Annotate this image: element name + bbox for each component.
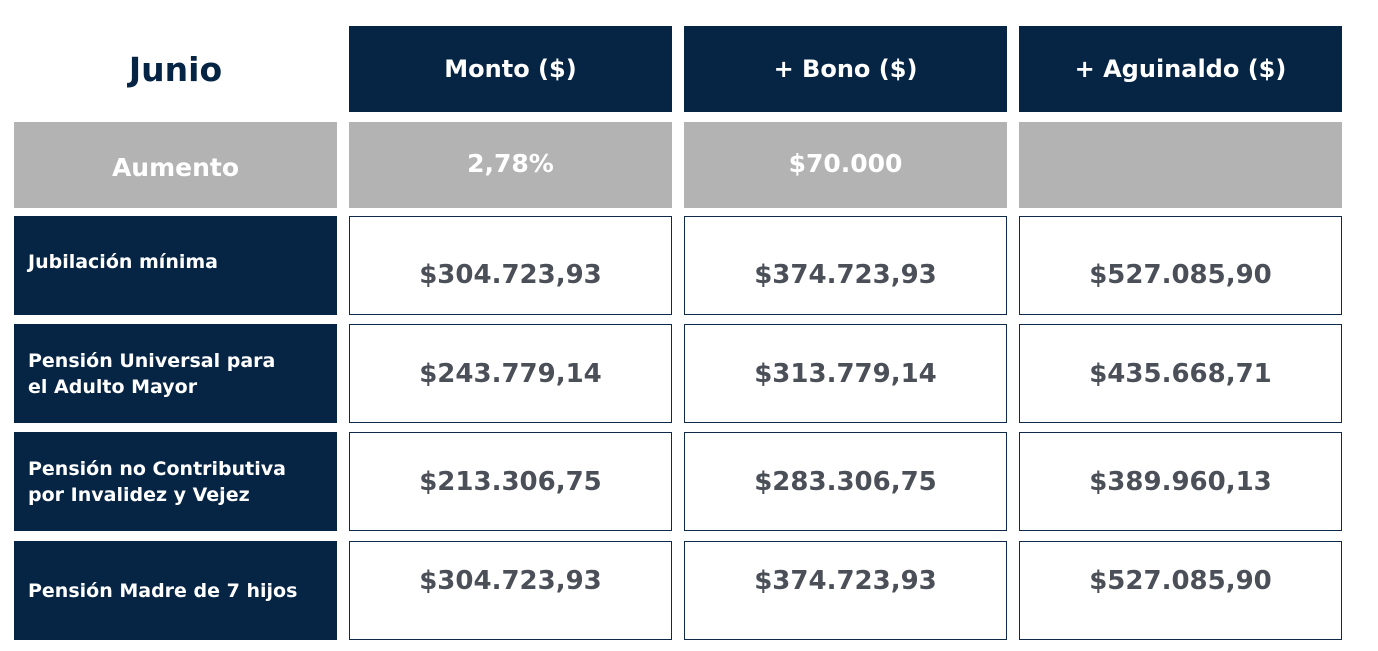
increase-row-label: Aumento [14,122,337,208]
table-cell-monto: $243.779,14 [349,324,672,423]
table-title: Junio [128,49,223,89]
row-label-jubilacion-minima: Jubilación mínima [14,216,337,315]
column-header-bono: + Bono ($) [684,26,1007,112]
column-header-monto: Monto ($) [349,26,672,112]
table-cell-bono: $283.306,75 [684,432,1007,531]
increase-bono-value: $70.000 [684,122,1007,208]
table-cell-aguinaldo: $527.085,90 [1019,541,1342,640]
increase-monto-value: 2,78% [349,122,672,208]
table-cell-aguinaldo: $435.668,71 [1019,324,1342,423]
table-cell-bono: $374.723,93 [684,541,1007,640]
table-cell-aguinaldo: $527.085,90 [1019,216,1342,315]
row-label-pension-madre: Pensión Madre de 7 hijos [14,541,337,640]
table-cell-monto: $304.723,93 [349,541,672,640]
table-cell-monto: $213.306,75 [349,432,672,531]
table-cell-monto: $304.723,93 [349,216,672,315]
table-cell-bono: $374.723,93 [684,216,1007,315]
column-header-aguinaldo: + Aguinaldo ($) [1019,26,1342,112]
table-cell-aguinaldo: $389.960,13 [1019,432,1342,531]
row-label-pension-no-contributiva: Pensión no Contributiva por Invalidez y … [14,432,337,531]
table-cell-bono: $313.779,14 [684,324,1007,423]
increase-aguinaldo-value [1019,122,1342,208]
row-label-pension-universal: Pensión Universal para el Adulto Mayor [14,324,337,423]
